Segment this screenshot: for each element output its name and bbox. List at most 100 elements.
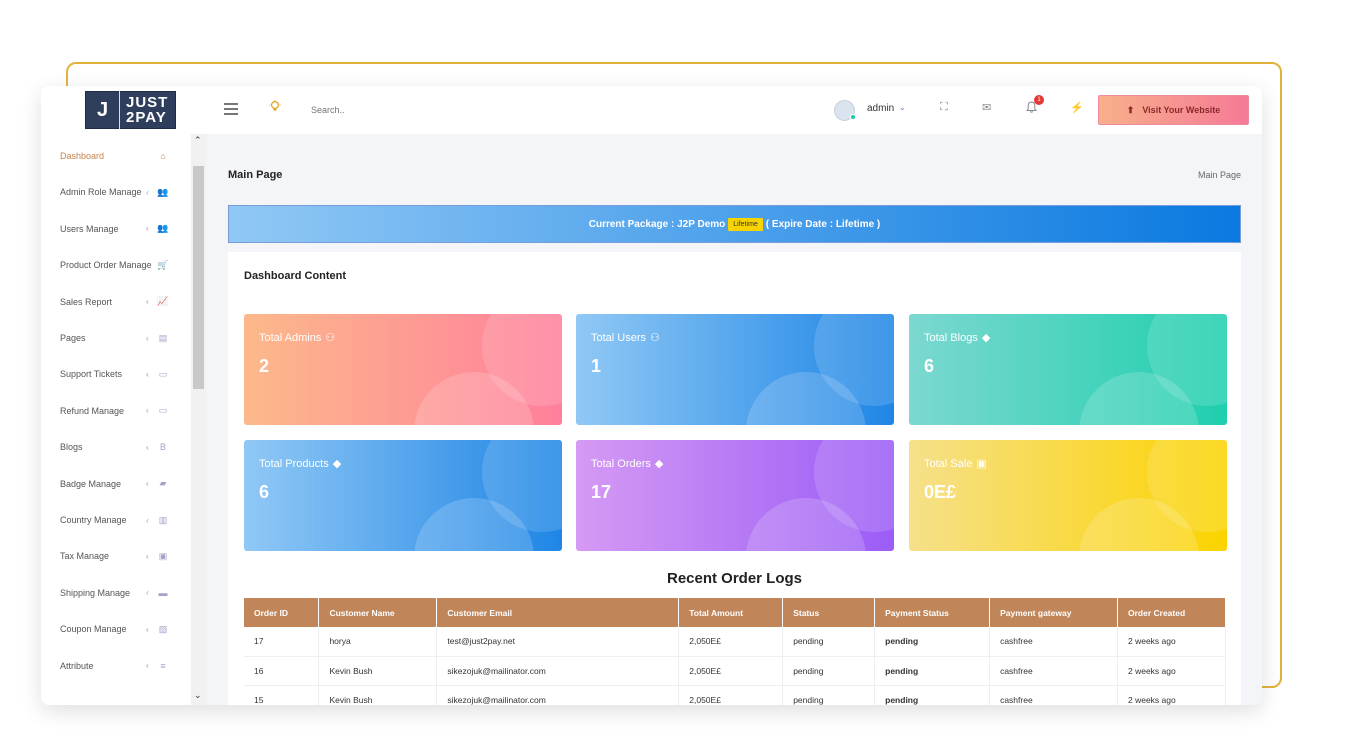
- table-cell: horya: [318, 627, 438, 657]
- search-input[interactable]: [309, 98, 439, 122]
- logo-mark: J: [86, 91, 120, 129]
- payment-status-cell: pending: [874, 685, 991, 705]
- sidebar-item-label: Users Manage: [60, 223, 119, 234]
- table-cell: 15: [244, 685, 320, 705]
- table-cell: 17: [244, 627, 320, 657]
- user-name[interactable]: admin: [867, 103, 895, 114]
- table-cell: 2 weeks ago: [1117, 627, 1226, 657]
- brand-logo[interactable]: J JUST 2PAY: [85, 91, 176, 129]
- column-header[interactable]: Total Amount: [678, 598, 784, 627]
- notification-badge: 1: [1034, 95, 1044, 105]
- sidebar-item[interactable]: Country Manage ‹ ▥: [60, 510, 188, 530]
- stat-card-title: Total Products ◆: [259, 457, 341, 471]
- sidebar: Dashboard ⌂ Admin Role Manage ‹ 👥 Users Manag…: [41, 134, 191, 705]
- column-header[interactable]: Customer Name: [318, 598, 438, 627]
- stat-card-value: 6: [259, 482, 270, 502]
- stat-card[interactable]: Total Sale ▣ 0E£: [909, 440, 1227, 551]
- sidebar-item[interactable]: Users Manage ‹ 👥: [60, 219, 188, 239]
- table-row[interactable]: 15 Kevin Bush sikezojuk@mailinator.com 2,05…: [244, 685, 1226, 705]
- stat-card-title: Total Orders ◆: [591, 457, 664, 471]
- table-row[interactable]: 16 Kevin Bush sikezojuk@mailinator.com 2,05…: [244, 656, 1226, 686]
- chevron-down-icon[interactable]: ⌄: [899, 103, 906, 112]
- sidebar-item-label: Coupon Manage: [60, 624, 127, 635]
- package-banner: Current Package : J2P Demo Lifetime ( Ex…: [228, 205, 1241, 243]
- user-avatar[interactable]: [834, 100, 856, 121]
- column-header[interactable]: Payment Status: [874, 598, 991, 627]
- mail-icon[interactable]: ✉: [982, 102, 992, 114]
- sidebar-item-label: Pages: [60, 333, 86, 343]
- sidebar-item[interactable]: Pages ‹ ▤: [60, 328, 188, 348]
- diamond-icon: ◆: [654, 458, 664, 470]
- home-icon: ⌂: [160, 151, 166, 161]
- visit-website-button[interactable]: ⬆ Visit Your Website: [1098, 95, 1249, 125]
- money-icon: ▣: [976, 458, 987, 470]
- stat-card-label: Total Admins: [259, 331, 322, 344]
- stat-card[interactable]: Total Admins ⚇ 2: [244, 314, 562, 425]
- sidebar-item[interactable]: Shipping Manage ‹ ▬: [60, 583, 188, 603]
- sidebar-item-label: Support Tickets: [60, 369, 123, 380]
- sidebar-item[interactable]: Refund Manage ‹ ▭: [60, 401, 188, 421]
- visit-website-label: Visit Your Website: [1142, 105, 1221, 115]
- column-header[interactable]: Order ID: [244, 598, 320, 627]
- bell-icon[interactable]: [1025, 101, 1038, 116]
- admin-app-window: J JUST 2PAY admin ⌄ ⛶ ✉ 1 ⚡ ⬆ Visit Your…: [41, 86, 1262, 705]
- file-icon: ▤: [158, 332, 168, 343]
- dashboard-title: Dashboard Content: [244, 270, 347, 282]
- stat-card-title: Total Users ⚇: [591, 331, 660, 345]
- tag-icon: ▰: [159, 478, 167, 489]
- table-cell: sikezojuk@mailinator.com: [436, 656, 680, 686]
- sidebar-item[interactable]: Blogs ‹ B: [60, 437, 188, 457]
- hamburger-menu-icon[interactable]: [224, 103, 238, 115]
- sidebar-item[interactable]: Dashboard ⌂: [60, 146, 188, 166]
- stat-card-title: Total Blogs ◆: [924, 331, 990, 345]
- sidebar-item[interactable]: Support Tickets ‹ ▭: [60, 364, 188, 384]
- sidebar-item[interactable]: Attribute ‹ ≡: [60, 656, 188, 676]
- sidebar-item[interactable]: Product Order Manage ‹ 🛒: [60, 255, 188, 275]
- lightbulb-icon[interactable]: [269, 100, 281, 116]
- sidebar-item[interactable]: Tax Manage ‹ ▣: [60, 546, 188, 566]
- sidebar-item[interactable]: Sales Report ‹ 📈: [60, 292, 188, 312]
- sidebar-scrollbar[interactable]: ⌃ ⌄: [191, 134, 206, 705]
- table-cell: 2,050E£: [678, 627, 784, 657]
- table-cell: pending: [782, 685, 876, 705]
- scrollbar-thumb[interactable]: [193, 166, 204, 389]
- column-header[interactable]: Status: [782, 598, 876, 627]
- recent-orders-table: Order ID Customer Name Customer Email Total…: [244, 598, 1226, 705]
- column-header[interactable]: Customer Email: [436, 598, 680, 627]
- column-header[interactable]: Order Created: [1117, 598, 1226, 627]
- table-cell: 2,050E£: [678, 685, 784, 705]
- table-cell: pending: [782, 627, 876, 657]
- sidebar-item[interactable]: Admin Role Manage ‹ 👥: [60, 182, 188, 202]
- recent-orders-title: Recent Order Logs: [666, 570, 803, 587]
- stat-card-value: 6: [924, 356, 935, 376]
- breadcrumb[interactable]: Main Page: [1197, 170, 1241, 180]
- cache-clear-icon[interactable]: ⚡: [1070, 102, 1084, 114]
- sidebar-item[interactable]: Coupon Manage ‹ ▧: [60, 619, 188, 639]
- table-cell: sikezojuk@mailinator.com: [436, 685, 680, 705]
- table-cell: cashfree: [989, 656, 1118, 686]
- stat-card[interactable]: Total Blogs ◆ 6: [909, 314, 1227, 425]
- scroll-down-icon[interactable]: ⌄: [194, 690, 202, 700]
- chevron-left-icon: ‹: [146, 661, 149, 671]
- chevron-left-icon: ‹: [146, 224, 149, 234]
- money-icon: ▣: [158, 550, 168, 561]
- chevron-left-icon: ‹: [146, 297, 149, 307]
- chevron-left-icon: ‹: [146, 551, 149, 561]
- stat-card-label: Total Blogs: [924, 331, 978, 344]
- stat-card[interactable]: Total Products ◆ 6: [244, 440, 562, 551]
- scroll-up-icon[interactable]: ⌃: [194, 135, 202, 145]
- fullscreen-icon[interactable]: ⛶: [940, 101, 948, 113]
- stat-card[interactable]: Total Orders ◆ 17: [576, 440, 894, 551]
- coupon-icon: ▧: [158, 623, 168, 634]
- stat-card-label: Total Sale: [924, 457, 973, 470]
- chevron-left-icon: ‹: [146, 588, 149, 598]
- stat-card[interactable]: Total Users ⚇ 1: [576, 314, 894, 425]
- column-header[interactable]: Payment gateway: [989, 598, 1118, 627]
- table-row[interactable]: 17 horya test@just2pay.net 2,050E£ pending pe…: [244, 627, 1226, 657]
- page-title: Main Page: [228, 169, 283, 181]
- sidebar-item-label: Country Manage: [60, 515, 127, 525]
- stat-card-value: 0E£: [924, 482, 957, 502]
- sidebar-item[interactable]: Badge Manage ‹ ▰: [60, 474, 188, 494]
- table-cell: cashfree: [989, 685, 1118, 705]
- sidebar-item-label: Blogs: [60, 442, 83, 453]
